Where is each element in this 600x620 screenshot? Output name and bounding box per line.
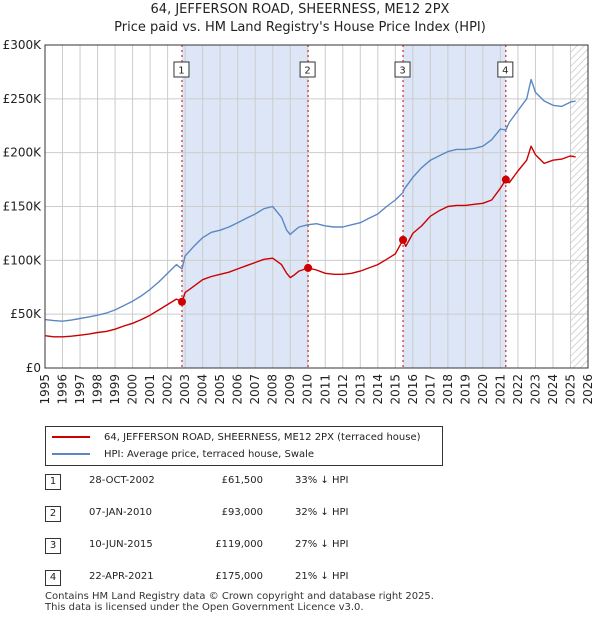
x-tick-label: 2018	[441, 374, 455, 405]
sale-point	[177, 297, 186, 306]
chart-title: 64, JEFFERSON ROAD, SHEERNESS, ME12 2PX	[150, 2, 450, 17]
y-tick-label: £300K	[3, 38, 43, 52]
sale-price: £93,000	[221, 507, 263, 518]
legend-swatch-hpi	[52, 453, 90, 455]
y-tick-label: £200K	[3, 146, 43, 160]
x-tick-label: 2002	[161, 374, 175, 405]
x-tick-label: 2003	[178, 374, 192, 405]
x-tick-label: 2014	[371, 374, 385, 405]
sale-point	[399, 235, 408, 244]
footer-copyright: Contains HM Land Registry data © Crown c…	[45, 591, 434, 602]
sale-hpi-diff: 32% ↓ HPI	[295, 507, 349, 518]
x-tick-label: 2025	[563, 374, 577, 405]
x-tick-label: 2000	[126, 374, 140, 405]
x-tick-label: 2012	[336, 374, 350, 405]
sale-marker-box	[497, 61, 514, 78]
sale-marker-box	[173, 61, 190, 78]
x-tick-label: 2022	[511, 374, 525, 405]
sale-price: £61,500	[221, 475, 263, 486]
sale-number-badge: 1	[45, 474, 61, 490]
x-tick-label: 2016	[406, 374, 420, 405]
legend-swatch-property	[52, 436, 90, 438]
y-tick-label: £100K	[3, 253, 43, 267]
sale-marker-label: 2	[304, 66, 310, 77]
legend-item-property: 64, JEFFERSON ROAD, SHEERNESS, ME12 2PX …	[46, 429, 421, 445]
x-tick-label: 2015	[388, 374, 402, 405]
x-tick-label: 1997	[73, 374, 87, 405]
sale-hpi-diff: 21% ↓ HPI	[295, 571, 349, 582]
x-tick-label: 1998	[91, 374, 105, 405]
sale-row: 1 28-OCT-2002 £61,500 33% ↓ HPI	[45, 474, 465, 490]
plot-frame	[44, 44, 589, 369]
sale-date: 22-APR-2021	[89, 571, 154, 582]
y-tick-label: £250K	[3, 92, 43, 106]
sale-price: £175,000	[215, 571, 263, 582]
sale-row: 2 07-JAN-2010 £93,000 32% ↓ HPI	[45, 506, 465, 522]
x-tick-label: 2007	[248, 374, 262, 405]
sale-hpi-diff: 27% ↓ HPI	[295, 539, 349, 550]
x-tick-label: 2023	[528, 374, 542, 405]
hpi-series-line	[44, 78, 576, 322]
legend: 64, JEFFERSON ROAD, SHEERNESS, ME12 2PX …	[45, 426, 443, 466]
x-tick-label: 2024	[546, 374, 560, 405]
sale-number-badge: 3	[45, 538, 61, 554]
sale-row: 4 22-APR-2021 £175,000 21% ↓ HPI	[45, 570, 465, 586]
x-tick-label: 2011	[318, 374, 332, 405]
sale-marker-box	[394, 61, 411, 78]
legend-item-hpi: HPI: Average price, terraced house, Swal…	[46, 446, 314, 462]
y-tick-label: £150K	[3, 200, 43, 214]
x-tick-label: 1995	[38, 374, 52, 405]
x-tick-label: 2019	[458, 374, 472, 405]
legend-label-property: 64, JEFFERSON ROAD, SHEERNESS, ME12 2PX …	[104, 431, 421, 443]
sale-marker-label: 1	[178, 66, 184, 77]
x-tick-label: 2026	[581, 374, 595, 405]
x-tick-label: 2005	[213, 374, 227, 405]
sale-date: 07-JAN-2010	[89, 507, 153, 518]
x-tick-label: 2009	[283, 374, 297, 405]
x-tick-label: 2008	[266, 374, 280, 405]
chart-subtitle: Price paid vs. HM Land Registry's House …	[114, 20, 486, 35]
x-tick-label: 2004	[196, 374, 210, 405]
x-tick-label: 2006	[231, 374, 245, 405]
sale-point	[501, 175, 510, 184]
sale-number-badge: 4	[45, 570, 61, 586]
footer-licence: This data is licensed under the Open Gov…	[45, 602, 364, 613]
footer: Contains HM Land Registry data © Crown c…	[45, 591, 434, 613]
sale-row: 3 10-JUN-2015 £119,000 27% ↓ HPI	[45, 538, 465, 554]
sale-point	[304, 263, 313, 272]
x-tick-label: 2001	[143, 374, 157, 405]
sale-date: 28-OCT-2002	[89, 475, 155, 486]
x-tick-label: 2020	[476, 374, 490, 405]
property-series-line	[44, 145, 576, 338]
x-tick-label: 2017	[423, 374, 437, 405]
sale-marker-label: 3	[399, 66, 405, 77]
y-tick-label: £0	[26, 361, 41, 375]
sale-date: 10-JUN-2015	[89, 539, 153, 550]
sale-price: £119,000	[215, 539, 263, 550]
legend-label-hpi: HPI: Average price, terraced house, Swal…	[104, 448, 315, 460]
sale-marker-label: 4	[502, 66, 508, 77]
x-tick-label: 1996	[56, 374, 70, 405]
sale-hpi-diff: 33% ↓ HPI	[295, 475, 349, 486]
x-tick-label: 2013	[353, 374, 367, 405]
x-tick-label: 1999	[108, 374, 122, 405]
sale-number-badge: 2	[45, 506, 61, 522]
x-tick-label: 2021	[493, 374, 507, 405]
x-tick-label: 2010	[301, 374, 315, 405]
price-chart: 1 2 3 4 £0 £50K £100K £150K £200K £250K £300K 1995…	[3, 38, 595, 405]
y-tick-label: £50K	[10, 307, 42, 321]
sale-marker-box	[299, 61, 316, 78]
